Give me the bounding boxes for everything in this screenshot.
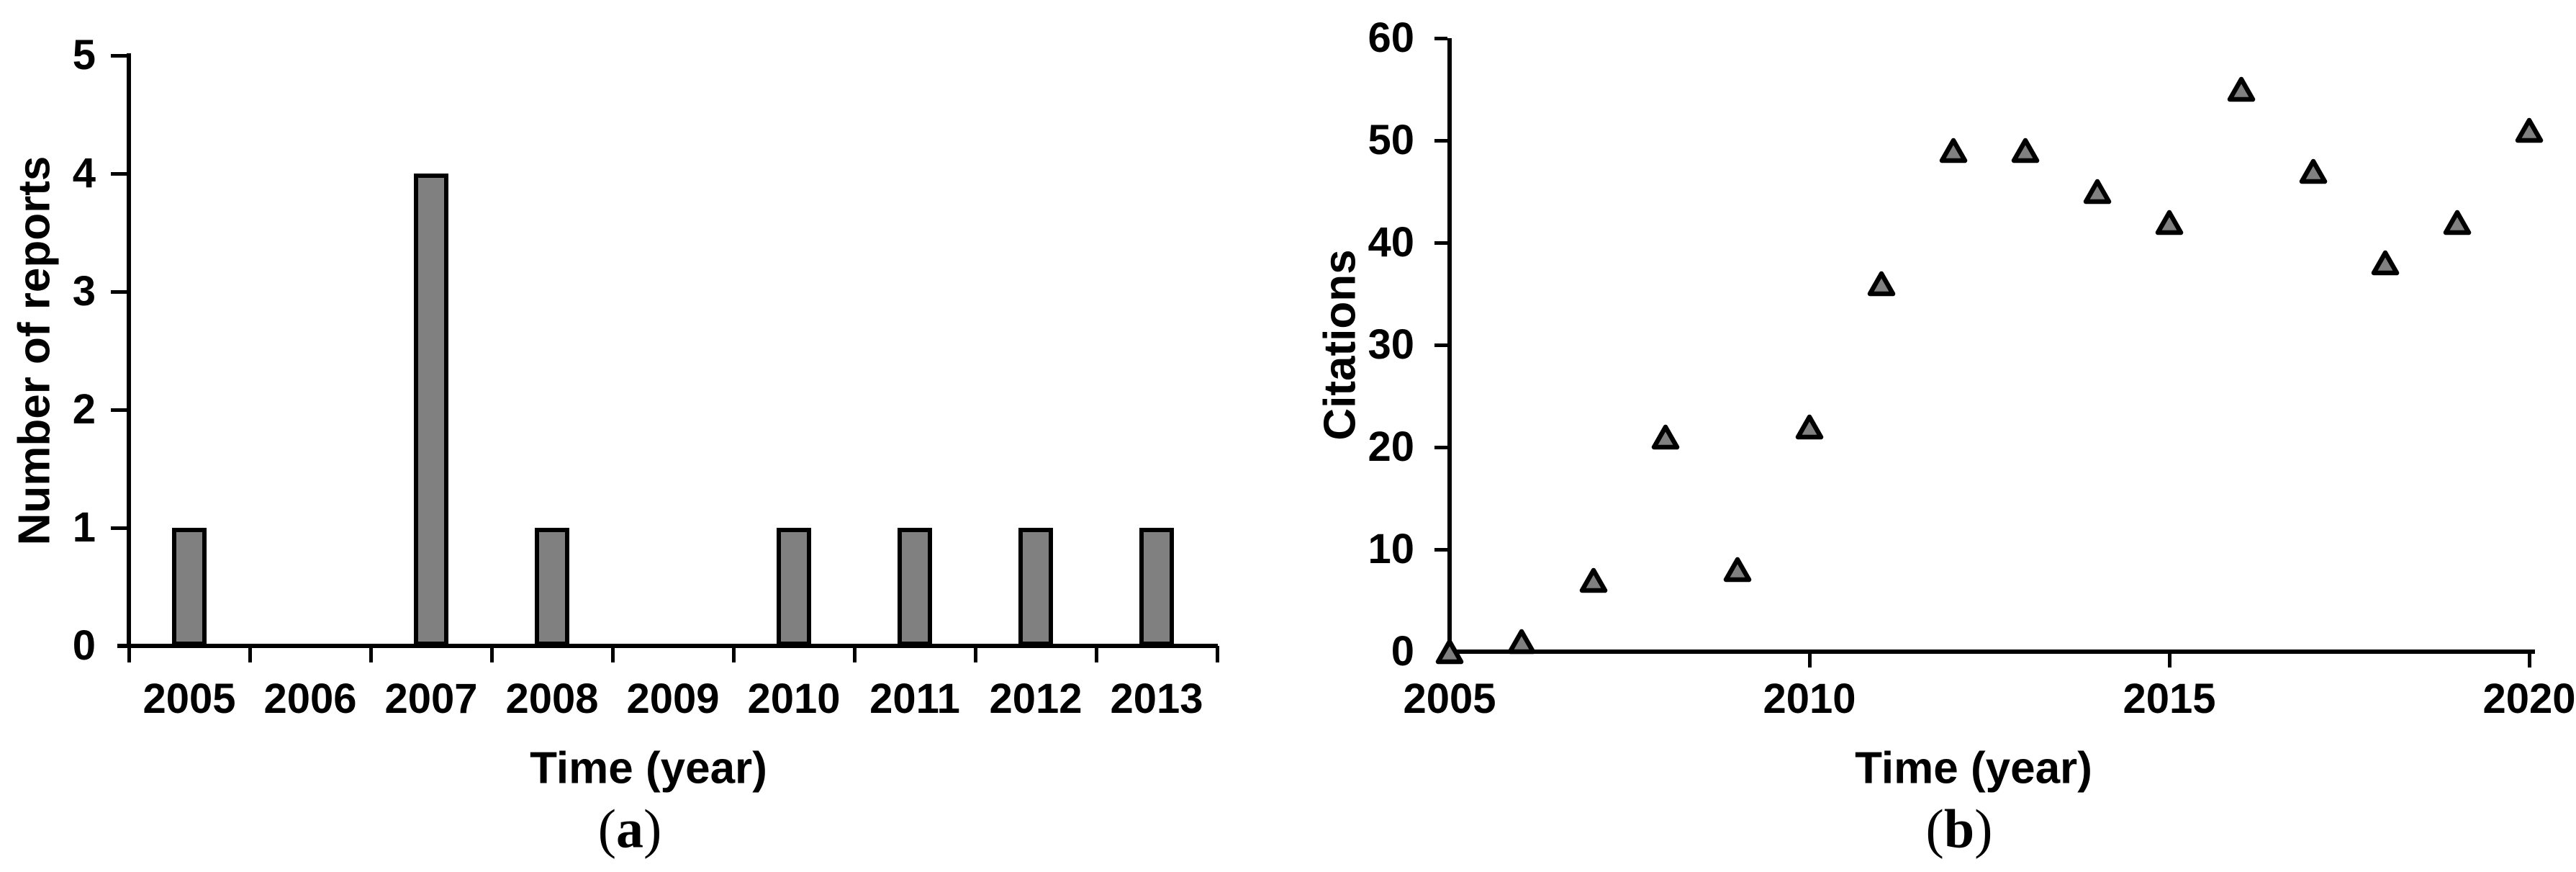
triangle-marker-icon — [1867, 271, 1896, 297]
chart-a-y-tick — [111, 408, 127, 412]
chart-b-x-tick — [2527, 652, 2531, 668]
triangle-marker-icon — [1435, 639, 1464, 665]
chart-a-x-axis-title: Time (year) — [530, 743, 767, 794]
chart-a-x-tick-label: 2007 — [384, 675, 478, 722]
chart-a-x-tick-label: 2011 — [869, 675, 960, 722]
scatter-point-2016 — [2227, 76, 2256, 102]
chart-a-x-tick — [489, 646, 494, 662]
scatter-point-2013 — [2011, 138, 2040, 163]
chart-a-x-tick-label: 2013 — [1110, 675, 1203, 722]
chart-a-x-tick — [610, 646, 615, 662]
chart-a-y-axis-title: Number of reports — [9, 156, 60, 546]
chart-a-x-axis — [117, 644, 1218, 648]
scatter-point-2015 — [2155, 210, 2184, 235]
chart-b-y-tick-label: 30 — [1368, 321, 1414, 368]
chart-a-y-tick — [111, 171, 127, 176]
chart-b-x-tick — [1807, 652, 1812, 668]
chart-a-y-tick-label: 4 — [72, 150, 96, 197]
bar-2011 — [898, 528, 932, 646]
chart-a-y-tick-label: 5 — [72, 32, 96, 78]
chart-a-x-tick-label: 2006 — [263, 675, 357, 722]
triangle-marker-icon — [2083, 179, 2112, 204]
chart-a-x-tick — [731, 646, 736, 662]
chart-b-caption: (b) — [1925, 799, 1993, 860]
chart-a-caption: (a) — [597, 799, 662, 860]
chart-a-x-tick — [1215, 646, 1219, 662]
chart-b-x-tick — [2167, 652, 2171, 668]
bar-2010 — [777, 528, 811, 646]
chart-b-y-tick — [1434, 241, 1447, 245]
scatter-point-2011 — [1867, 271, 1896, 297]
chart-a-x-tick — [248, 646, 252, 662]
triangle-marker-icon — [1579, 567, 1608, 593]
scatter-point-2009 — [1723, 557, 1752, 583]
chart-a-x-tick — [973, 646, 977, 662]
chart-a-y-tick-label: 2 — [72, 386, 96, 433]
chart-a-x-tick-label: 2009 — [626, 675, 720, 722]
chart-b-y-tick-label: 60 — [1368, 14, 1414, 61]
triangle-marker-icon — [1651, 424, 1680, 450]
chart-a-y-tick — [111, 53, 127, 58]
bar-2012 — [1018, 528, 1053, 646]
chart-a-x-tick — [852, 646, 857, 662]
triangle-marker-icon — [2371, 251, 2400, 276]
chart-b-y-tick-label: 10 — [1368, 526, 1414, 572]
chart-a-y-tick-label: 3 — [72, 268, 96, 315]
chart-b-x-tick-label: 2005 — [1403, 675, 1496, 722]
triangle-marker-icon — [2011, 138, 2040, 163]
chart-b-y-tick — [1434, 138, 1447, 143]
scatter-point-2007 — [1579, 567, 1608, 593]
chart-a-x-tick-label: 2005 — [143, 675, 236, 722]
triangle-marker-icon — [1723, 557, 1752, 583]
chart-b-y-tick-label: 40 — [1368, 219, 1414, 266]
bar-2013 — [1139, 528, 1174, 646]
chart-a-y-tick — [111, 289, 127, 294]
chart-a-y-tick — [111, 526, 127, 530]
chart-b-y-axis — [1447, 38, 1452, 654]
chart-b-x-tick-label: 2015 — [2123, 675, 2216, 722]
chart-a-y-tick-label: 0 — [72, 622, 96, 669]
scatter-point-2019 — [2443, 210, 2472, 235]
scatter-point-2008 — [1651, 424, 1680, 450]
chart-b-y-tick — [1434, 445, 1447, 449]
triangle-marker-icon — [2155, 210, 2184, 235]
triangle-marker-icon — [1795, 414, 1824, 439]
triangle-marker-icon — [1939, 138, 1968, 163]
triangle-marker-icon — [2227, 76, 2256, 102]
scatter-point-2010 — [1795, 414, 1824, 440]
chart-b-x-axis — [1447, 649, 2535, 654]
scatter-point-2018 — [2371, 250, 2400, 276]
scatter-point-2005 — [1435, 639, 1464, 665]
chart-a-x-tick-label: 2012 — [989, 675, 1083, 722]
triangle-marker-icon — [2515, 117, 2544, 143]
scatter-point-2012 — [1939, 138, 1968, 163]
scatter-point-2020 — [2515, 117, 2544, 143]
chart-a-x-tick — [127, 646, 131, 662]
chart-a-x-tick — [1094, 646, 1098, 662]
chart-a-x-tick-label: 2010 — [747, 675, 841, 722]
chart-b-y-tick — [1434, 36, 1447, 40]
scatter-point-2006 — [1507, 629, 1536, 655]
chart-b-y-tick — [1434, 547, 1447, 552]
chart-b-y-tick-label: 20 — [1368, 423, 1414, 470]
chart-a-x-tick — [369, 646, 373, 662]
chart-b-y-tick-label: 0 — [1391, 628, 1414, 675]
chart-b-x-tick-label: 2010 — [1763, 675, 1856, 722]
triangle-marker-icon — [1507, 629, 1536, 655]
chart-b-x-tick-label: 2020 — [2482, 675, 2576, 722]
triangle-marker-icon — [2299, 158, 2328, 184]
scatter-point-2014 — [2083, 179, 2112, 204]
chart-a-y-axis — [127, 53, 131, 648]
scatter-point-2017 — [2299, 158, 2328, 184]
triangle-marker-icon — [2443, 210, 2472, 235]
chart-a-y-tick-label: 1 — [72, 504, 96, 551]
chart-b-y-tick-label: 50 — [1368, 117, 1414, 163]
bar-2007 — [414, 174, 448, 646]
bar-2005 — [172, 528, 207, 646]
chart-b-x-axis-title: Time (year) — [1855, 743, 2092, 794]
bar-2008 — [535, 528, 569, 646]
chart-a-x-tick-label: 2008 — [505, 675, 599, 722]
chart-b-y-tick — [1434, 343, 1447, 347]
